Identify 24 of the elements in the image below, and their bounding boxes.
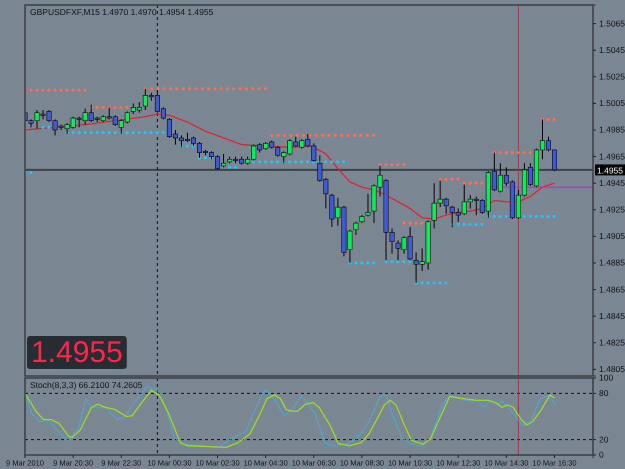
y-tick-label: 1.4885 bbox=[599, 258, 625, 268]
y-tick-label: 0 bbox=[599, 450, 604, 460]
y-tick-label: 1.4925 bbox=[599, 204, 625, 214]
y-tick-label: 1.5005 bbox=[599, 98, 625, 108]
chart-title: GBPUSDFXF,M15 1.4970 1.4970 1.4954 1.4955 bbox=[30, 7, 214, 17]
y-tick-label: 80 bbox=[599, 388, 609, 398]
y-tick-label: 1.5045 bbox=[599, 44, 625, 55]
y-tick-label: 20 bbox=[599, 434, 609, 444]
ref-line-label: 1.4955 bbox=[597, 165, 624, 176]
y-tick-label: 1.4845 bbox=[599, 310, 625, 321]
line-series bbox=[25, 113, 556, 220]
y-tick-label: 1.4905 bbox=[599, 231, 625, 242]
y-tick-label: 1.4985 bbox=[599, 124, 625, 135]
y-tick-label: 1.5065 bbox=[599, 18, 625, 28]
y-tick-label: 1.4825 bbox=[599, 337, 625, 348]
chart-title: Stoch(8,3,3) 66.2100 74.2605 bbox=[30, 380, 143, 390]
candlestick bbox=[365, 193, 370, 217]
y-tick-label: 1.4805 bbox=[599, 364, 625, 374]
y-tick-label: 1.4945 bbox=[599, 178, 625, 188]
candlestick bbox=[353, 221, 358, 236]
y-tick-label: 1.5025 bbox=[599, 72, 625, 82]
y-tick-label: 1.4865 bbox=[599, 284, 625, 294]
y-tick-label: 1.4965 bbox=[599, 151, 625, 162]
y-tick-label: 100 bbox=[599, 372, 614, 383]
